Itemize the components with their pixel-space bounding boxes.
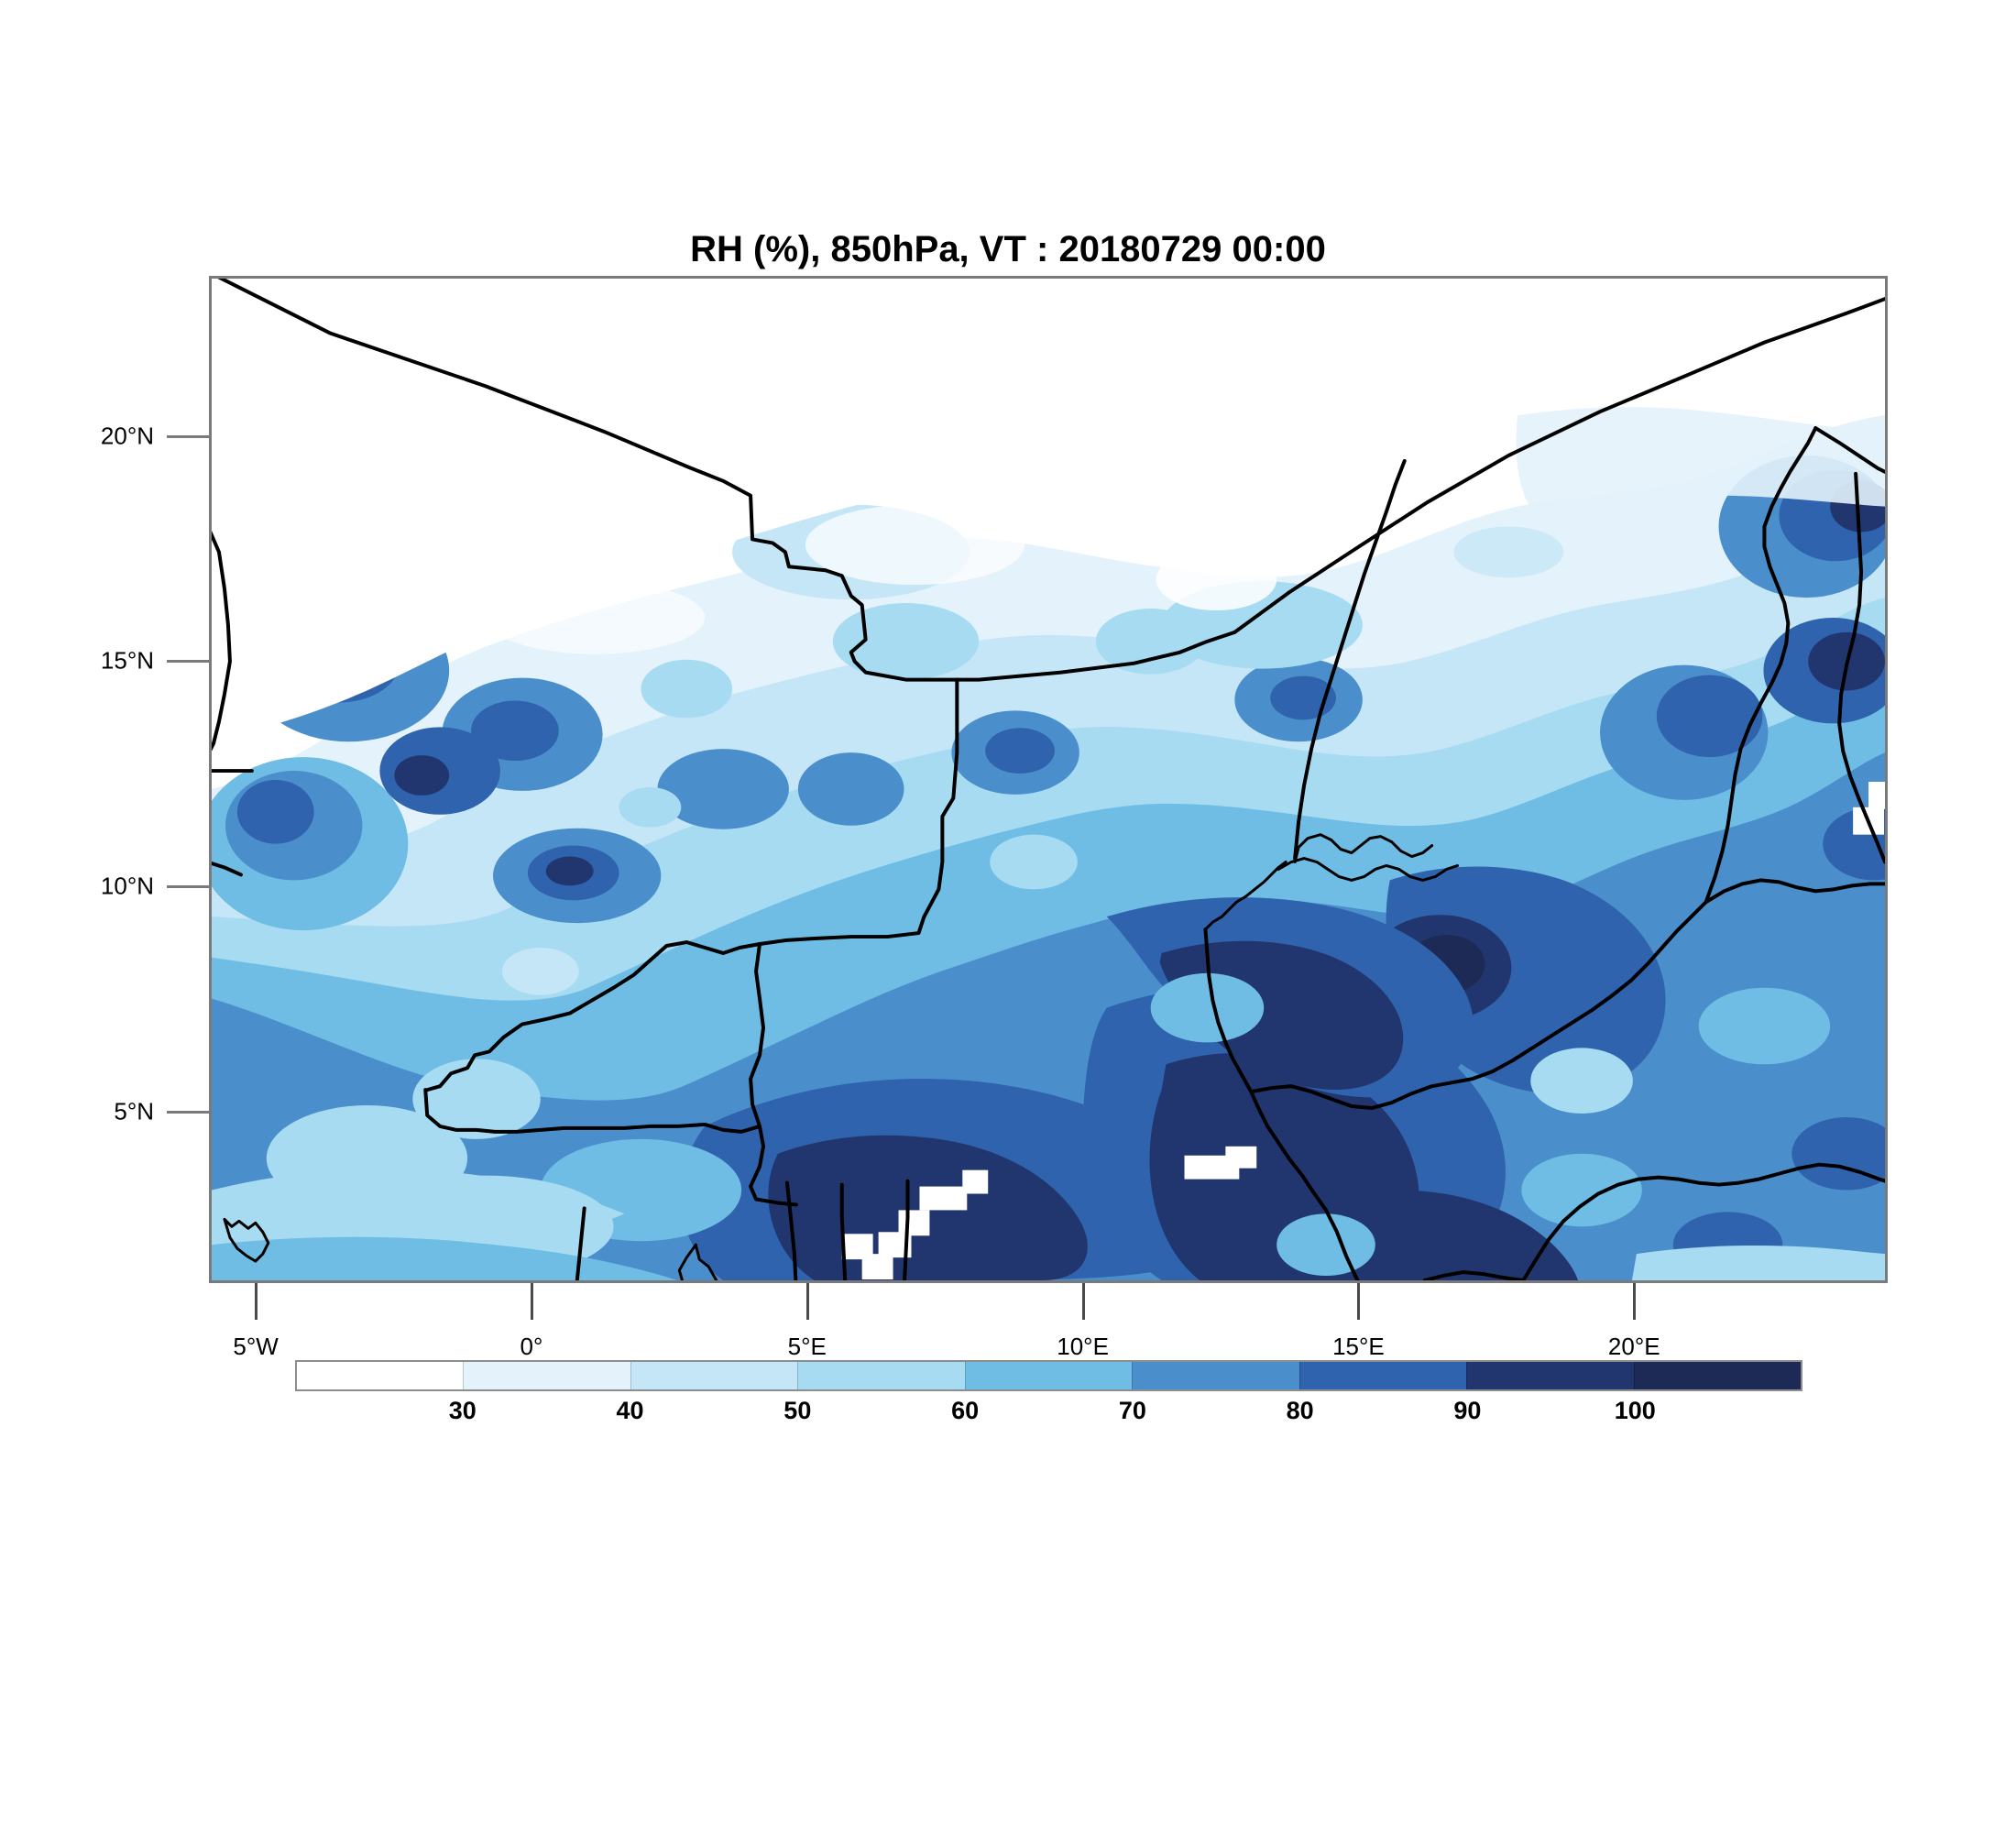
y-axis-label-20°N: 20°N xyxy=(100,422,154,450)
colorbar-band-100-110[interactable] xyxy=(1633,1362,1801,1389)
colorbar-tick-90: 90 xyxy=(1453,1397,1482,1424)
rh-contour-svg xyxy=(212,279,1885,1280)
colorbar-band-20-30[interactable] xyxy=(297,1362,464,1389)
colorbar-tick-80: 80 xyxy=(1286,1397,1314,1424)
x-axis-tick-0° xyxy=(530,1283,533,1320)
x-axis-label-15°E: 15°E xyxy=(1332,1333,1385,1360)
colorbar[interactable] xyxy=(295,1360,1802,1391)
colorbar-band-30-40[interactable] xyxy=(463,1362,630,1389)
y-axis-tick-20°N xyxy=(167,434,209,438)
y-axis-tick-5°N xyxy=(167,1111,209,1114)
y-axis-tick-10°N xyxy=(167,885,209,889)
x-axis-tick-10°E xyxy=(1081,1283,1085,1320)
colorbar-band-50-60[interactable] xyxy=(797,1362,965,1389)
y-axis-label-5°N: 5°N xyxy=(114,1097,154,1125)
coastline-and-borders xyxy=(212,279,1885,1280)
colorbar-tick-40: 40 xyxy=(616,1397,644,1424)
x-axis-tick-5°E xyxy=(805,1283,809,1320)
colorbar-band-70-80[interactable] xyxy=(1132,1362,1299,1389)
x-axis-label-0°: 0° xyxy=(520,1333,543,1360)
colorbar-band-80-90[interactable] xyxy=(1298,1362,1467,1389)
x-axis-tick-5°W xyxy=(255,1283,258,1320)
x-axis-label-5°W: 5°W xyxy=(233,1333,279,1360)
colorbar-band-40-50[interactable] xyxy=(630,1362,798,1389)
map-plot-area[interactable] xyxy=(209,276,1888,1283)
colorbar-tick-60: 60 xyxy=(951,1397,980,1424)
y-axis-label-10°N: 10°N xyxy=(100,872,154,900)
x-axis-label-20°E: 20°E xyxy=(1607,1333,1660,1360)
x-axis-label-5°E: 5°E xyxy=(787,1333,827,1360)
colorbar-tick-50: 50 xyxy=(783,1397,812,1424)
colorbar-tick-100: 100 xyxy=(1614,1397,1656,1424)
colorbar-band-90-100[interactable] xyxy=(1466,1362,1634,1389)
colorbar-tick-70: 70 xyxy=(1118,1397,1146,1424)
colorbar-tick-30: 30 xyxy=(448,1397,477,1424)
x-axis-tick-15°E xyxy=(1357,1283,1361,1320)
colorbar-band-60-70[interactable] xyxy=(964,1362,1133,1389)
y-axis-label-15°N: 15°N xyxy=(100,646,154,675)
page-title: RH (%), 850hPa, VT : 20180729 00:00 xyxy=(690,229,1326,269)
filled-contours xyxy=(212,279,1885,1280)
missing-data-cells xyxy=(841,781,1885,1280)
y-axis-tick-15°N xyxy=(167,660,209,664)
map-field-layer xyxy=(212,279,1885,1280)
x-axis-label-10°E: 10°E xyxy=(1057,1333,1109,1360)
x-axis-tick-20°E xyxy=(1633,1283,1637,1320)
